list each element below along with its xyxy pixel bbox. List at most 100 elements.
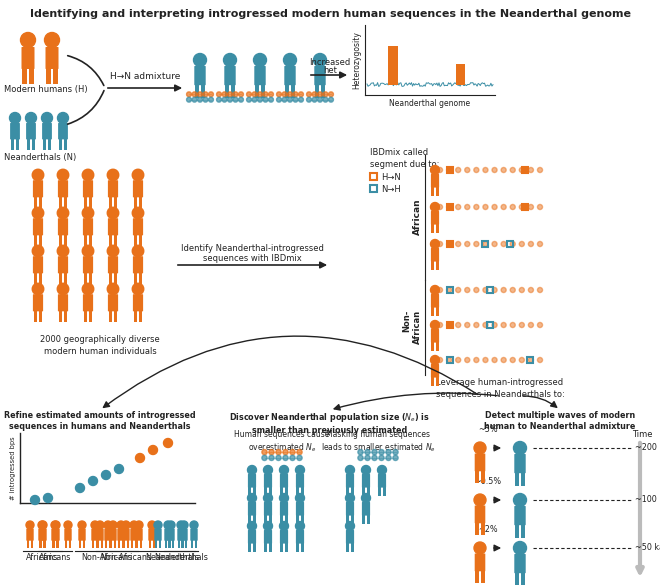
Circle shape xyxy=(192,92,197,97)
Bar xyxy=(383,487,385,496)
Bar xyxy=(34,235,37,246)
Circle shape xyxy=(248,466,257,474)
Circle shape xyxy=(276,455,281,460)
FancyBboxPatch shape xyxy=(514,454,526,473)
Bar xyxy=(101,540,103,548)
Bar xyxy=(43,139,46,150)
FancyBboxPatch shape xyxy=(133,294,143,311)
FancyBboxPatch shape xyxy=(148,528,156,541)
Bar xyxy=(296,543,299,552)
Circle shape xyxy=(438,357,443,363)
Circle shape xyxy=(447,204,451,209)
Bar xyxy=(515,473,519,486)
Bar xyxy=(133,311,137,322)
Bar xyxy=(40,540,42,548)
Circle shape xyxy=(306,97,312,102)
Circle shape xyxy=(455,287,461,292)
FancyBboxPatch shape xyxy=(42,123,52,139)
Circle shape xyxy=(288,97,292,102)
Bar xyxy=(515,525,519,538)
Bar xyxy=(280,515,283,524)
Circle shape xyxy=(483,357,488,363)
Circle shape xyxy=(430,356,440,364)
Circle shape xyxy=(519,242,524,246)
Bar xyxy=(515,573,519,585)
FancyBboxPatch shape xyxy=(108,180,118,197)
Bar xyxy=(108,273,112,284)
Circle shape xyxy=(465,167,470,173)
Bar xyxy=(133,273,137,284)
FancyBboxPatch shape xyxy=(91,528,99,541)
Circle shape xyxy=(483,287,488,292)
Bar xyxy=(269,487,271,496)
Circle shape xyxy=(203,92,208,97)
Circle shape xyxy=(20,33,36,47)
Bar xyxy=(158,540,161,548)
Circle shape xyxy=(510,204,515,209)
Circle shape xyxy=(501,287,506,292)
Bar xyxy=(97,540,99,548)
Circle shape xyxy=(510,287,515,292)
Bar xyxy=(481,471,484,483)
FancyBboxPatch shape xyxy=(264,474,272,488)
Circle shape xyxy=(42,112,53,123)
Circle shape xyxy=(430,285,440,294)
Circle shape xyxy=(510,167,515,173)
Text: N→H: N→H xyxy=(381,185,401,194)
Circle shape xyxy=(483,204,488,209)
FancyBboxPatch shape xyxy=(167,528,175,541)
Bar xyxy=(432,224,434,233)
Circle shape xyxy=(284,53,296,67)
Circle shape xyxy=(117,521,125,529)
Circle shape xyxy=(298,92,304,97)
Text: Non-Africans: Non-Africans xyxy=(100,553,152,562)
Bar xyxy=(44,540,46,548)
Text: Non-
African: Non- African xyxy=(403,310,422,344)
Circle shape xyxy=(233,97,238,102)
Bar xyxy=(285,543,288,552)
Bar xyxy=(346,487,349,496)
Bar xyxy=(109,540,111,548)
Bar xyxy=(378,487,381,496)
Bar xyxy=(108,311,112,322)
FancyBboxPatch shape xyxy=(314,66,325,85)
Circle shape xyxy=(513,542,527,555)
FancyBboxPatch shape xyxy=(83,256,93,273)
Circle shape xyxy=(465,204,470,209)
Circle shape xyxy=(222,92,227,97)
Circle shape xyxy=(32,207,44,219)
FancyBboxPatch shape xyxy=(194,66,206,85)
Circle shape xyxy=(345,521,354,531)
Circle shape xyxy=(238,97,244,102)
Circle shape xyxy=(57,207,69,219)
Bar xyxy=(59,235,62,246)
Bar xyxy=(27,540,29,548)
FancyBboxPatch shape xyxy=(164,528,172,541)
Text: H→N: H→N xyxy=(381,173,401,182)
FancyBboxPatch shape xyxy=(280,530,288,543)
FancyBboxPatch shape xyxy=(108,256,118,273)
Text: IBDmix called
segment due to:: IBDmix called segment due to: xyxy=(370,148,440,169)
Bar xyxy=(29,68,34,84)
Bar xyxy=(168,540,170,548)
FancyBboxPatch shape xyxy=(40,528,47,541)
Bar xyxy=(362,487,365,496)
Bar xyxy=(475,523,479,535)
Circle shape xyxy=(82,283,94,295)
Circle shape xyxy=(263,521,273,531)
Circle shape xyxy=(263,494,273,503)
Circle shape xyxy=(32,169,44,181)
Bar xyxy=(11,139,14,150)
Bar xyxy=(165,540,167,548)
Circle shape xyxy=(288,92,292,97)
Circle shape xyxy=(438,204,443,209)
Circle shape xyxy=(510,322,515,328)
Circle shape xyxy=(438,167,443,173)
Circle shape xyxy=(32,245,44,257)
Circle shape xyxy=(519,322,524,328)
Bar xyxy=(96,540,98,548)
Circle shape xyxy=(279,466,288,474)
Circle shape xyxy=(323,97,328,102)
FancyBboxPatch shape xyxy=(51,528,59,541)
Circle shape xyxy=(132,245,144,257)
